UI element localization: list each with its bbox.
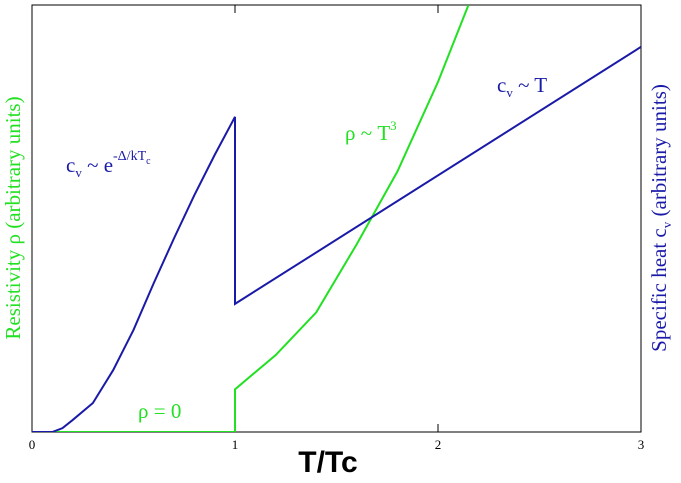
annotation-part: v xyxy=(506,85,513,100)
annotation-part: -Δ/kT xyxy=(113,149,147,164)
x-axis-label: T/Tc xyxy=(298,446,357,479)
label-part: Specific heat c xyxy=(647,228,671,352)
label-part: v xyxy=(659,221,674,228)
y-axis-label: Resistivity ρ (arbitrary units) xyxy=(1,96,25,339)
annotation-part: ~ T xyxy=(513,73,547,97)
annotation-part: c xyxy=(497,73,506,97)
annotation-part: c xyxy=(66,153,75,177)
plot: 0 1 2 3 xyxy=(29,5,645,452)
y2-axis-label: Specific heat cv (arbitrary units) xyxy=(647,84,674,352)
x-tick-label: 3 xyxy=(638,437,645,452)
x-tick-label: 0 xyxy=(29,437,36,452)
x-tick-label: 2 xyxy=(435,437,442,452)
plot-frame xyxy=(31,4,642,433)
annotation-part: v xyxy=(75,165,82,180)
annotation-part: 3 xyxy=(390,118,397,133)
annotation: ρ ~ T3 xyxy=(345,118,397,145)
label-part: (arbitrary units) xyxy=(647,84,671,222)
line xyxy=(32,5,470,432)
annotation: cv ~ e-Δ/kTc xyxy=(66,149,151,180)
annotation: ρ = 0 xyxy=(138,399,181,423)
annotation-part: ρ ~ T xyxy=(345,121,390,145)
x-tick-label: 1 xyxy=(232,437,239,452)
line xyxy=(32,46,641,432)
annotation: cv ~ T xyxy=(497,73,547,100)
annotation-part: ~ e xyxy=(82,153,113,177)
annotation-part: c xyxy=(146,156,151,167)
